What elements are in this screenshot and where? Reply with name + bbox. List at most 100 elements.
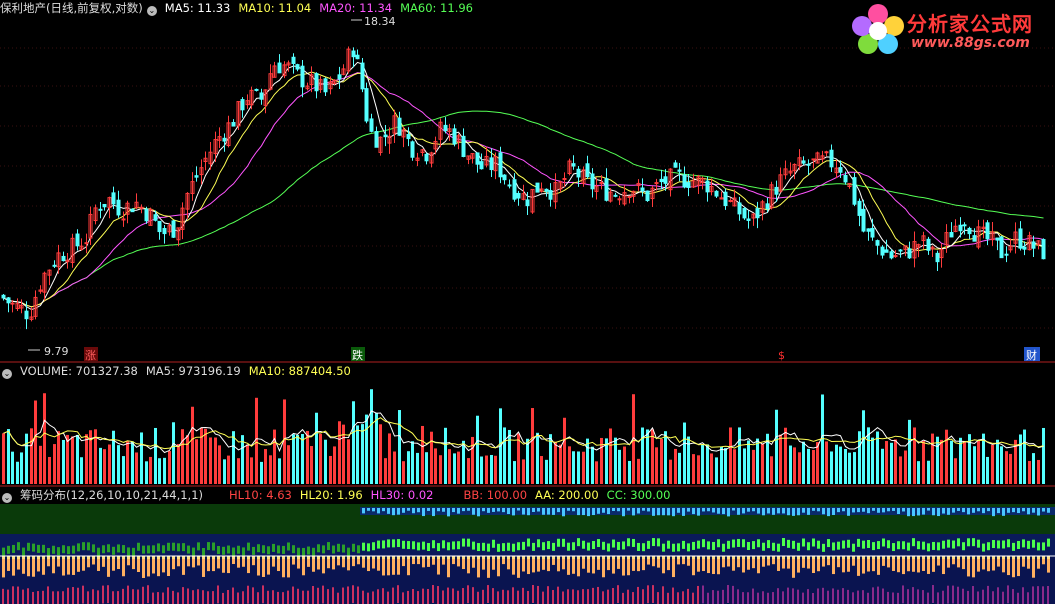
chip-bar-magenta <box>512 587 514 604</box>
chip-bar-top <box>937 556 940 559</box>
chip-bar-orange <box>727 556 730 567</box>
chip-bar-orange <box>887 556 890 568</box>
volume-bar <box>770 456 773 484</box>
chip-bar-magenta <box>62 591 64 604</box>
chip-bar-cyan <box>942 508 945 514</box>
candle-down <box>1 294 6 299</box>
chip-bar-magenta <box>342 587 344 604</box>
chip-bar-magenta <box>292 586 294 604</box>
chip-dropdown-icon[interactable]: ⌄ <box>2 493 12 503</box>
chip-bar-magenta <box>462 588 464 604</box>
chip-bar-magenta <box>732 585 734 604</box>
volume-bar <box>775 409 778 484</box>
chip-bar-magenta <box>207 591 209 604</box>
chip-bar-orange <box>347 556 350 571</box>
chip-bar-orange <box>482 556 485 570</box>
candle-up <box>1027 235 1032 251</box>
chip-bar-orange <box>37 556 40 572</box>
candle-down <box>806 163 811 166</box>
chip-bar-green <box>657 538 660 547</box>
chip-bar-top <box>32 556 35 559</box>
chip-bar-cyan <box>912 508 915 517</box>
candle-up <box>272 65 277 78</box>
volume-bar <box>789 445 792 484</box>
candle-down <box>374 131 379 148</box>
chip-bar-orange <box>82 556 85 571</box>
chip-bar-cyan <box>752 508 755 512</box>
volume-dropdown-icon[interactable]: ⌄ <box>2 369 12 379</box>
chip-bar-orange <box>842 556 845 573</box>
chip-bar-top <box>367 556 370 559</box>
chip-bar-cyan <box>447 508 450 517</box>
candle-up <box>530 188 535 213</box>
volume-bar <box>609 428 612 484</box>
chip-bar-magenta <box>122 588 124 604</box>
chip-bar-magenta <box>717 590 719 604</box>
chip-bar-orange <box>72 556 75 575</box>
chip-bar-orange <box>1037 556 1040 569</box>
chip-name: 筹码分布(12,26,10,10,21,44,1,1) <box>20 488 203 502</box>
chip-bar-magenta <box>837 589 839 604</box>
candle-down <box>52 264 57 267</box>
ma10-line <box>3 71 1044 308</box>
chip-bar-orange <box>422 556 425 568</box>
candle-down <box>383 134 388 138</box>
candle-up <box>33 296 38 317</box>
volume-bar <box>959 437 962 484</box>
chip-bar-magenta <box>242 591 244 604</box>
candle-up <box>751 213 756 219</box>
chip-bar-cyan <box>692 508 695 515</box>
volume-bar <box>126 441 129 484</box>
chip-bar-green <box>1037 542 1040 551</box>
chip-bar-top <box>797 556 800 559</box>
chip-bar-top <box>297 556 300 559</box>
chip-bar-top <box>157 556 160 559</box>
chip-bar-top <box>27 556 30 559</box>
chip-bar-top <box>452 556 455 559</box>
candle-up <box>401 129 406 138</box>
volume-bar <box>853 452 856 484</box>
chip-bar-orange <box>797 556 800 573</box>
chip-bar-orange <box>547 556 550 572</box>
event-flag-finance <box>1024 347 1040 361</box>
chip-bar-green <box>42 544 45 553</box>
chip-bar-green <box>337 543 340 552</box>
chip-bar-orange <box>22 556 25 574</box>
volume-bar <box>53 444 56 484</box>
candle-down <box>889 251 894 259</box>
candle-up <box>15 303 20 310</box>
chip-bar-top <box>207 556 210 559</box>
volume-bar <box>729 427 732 484</box>
chip-bar-cyan <box>827 508 830 517</box>
volume-bar <box>467 458 470 484</box>
volume-bar <box>218 445 221 484</box>
chip-bar-green <box>222 546 225 555</box>
chip-bar-orange <box>617 556 620 569</box>
chip-bar-cyan <box>582 508 585 516</box>
candle-down <box>985 222 990 240</box>
chip-bar-magenta <box>642 589 644 604</box>
volume-bar <box>356 425 359 484</box>
volume-bar <box>1009 453 1012 484</box>
chip-bar-top <box>212 556 215 559</box>
chip-bar-top <box>577 556 580 559</box>
dropdown-icon[interactable]: ⌄ <box>146 6 157 16</box>
candle-down <box>144 208 149 222</box>
volume-bar <box>11 451 14 484</box>
candle-up <box>521 193 526 200</box>
candle-up <box>976 226 981 248</box>
chip-bar-green <box>547 541 550 550</box>
volume-bar <box>894 439 897 484</box>
chip-bar-magenta <box>32 591 34 604</box>
chip-bar-green <box>282 545 285 554</box>
chip-bar-green <box>467 538 470 547</box>
chip-bar-cyan <box>1032 508 1035 513</box>
candle-down <box>98 208 103 211</box>
chip-bar-orange <box>202 556 205 577</box>
volume-bar <box>844 448 847 484</box>
chip-bar-top <box>42 556 45 559</box>
chip-bar-top <box>127 556 130 559</box>
chip-bar-magenta <box>577 590 579 604</box>
candle-down <box>489 157 494 171</box>
chip-bar-top <box>242 556 245 559</box>
